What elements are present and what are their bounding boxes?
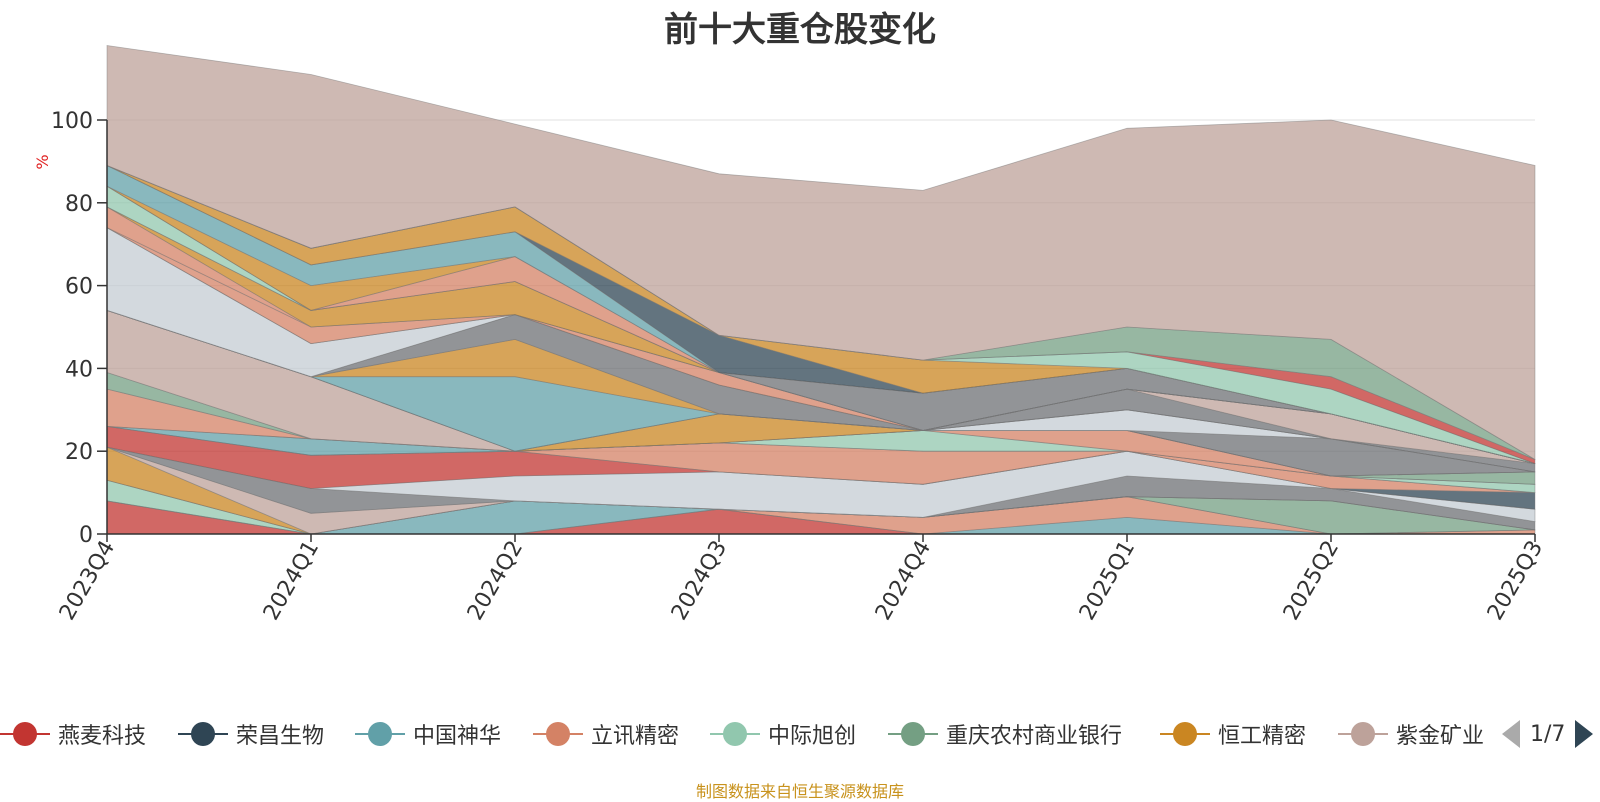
- legend-label: 重庆农村商业银行: [946, 724, 1123, 749]
- chart-title: 前十大重仓股变化: [664, 10, 936, 50]
- source-note: 制图数据来自恒生聚源数据库: [695, 782, 904, 801]
- x-tick-label: 2024Q3: [667, 537, 732, 625]
- legend-circle-icon: [1338, 721, 1388, 747]
- legend-label: 紫金矿业: [1396, 724, 1485, 749]
- y-tick-label: 40: [65, 357, 93, 382]
- legend-circle-icon: [355, 721, 405, 747]
- legend-pager: 1/7: [1500, 716, 1595, 752]
- area-series-40[interactable]: [106, 45, 1536, 461]
- legend-circle-icon: [710, 721, 760, 747]
- y-tick-label: 100: [51, 109, 93, 134]
- y-tick-label: 20: [65, 440, 93, 465]
- legend-label: 中国神华: [413, 724, 502, 749]
- legend-label: 中际旭创: [768, 724, 857, 749]
- x-tick-label: 2023Q4: [55, 537, 120, 625]
- y-tick-label: 0: [79, 523, 93, 548]
- legend-label: 恒工精密: [1218, 724, 1307, 749]
- legend-label: 燕麦科技: [58, 724, 147, 749]
- legend: 燕麦科技 荣昌生物 中国神华 立讯精密 中际旭创 重庆农村商业银行 恒工精密 紫金矿业: [0, 714, 1600, 754]
- legend-item[interactable]: 立讯精密: [533, 714, 679, 754]
- legend-item[interactable]: 重庆农村商业银行: [888, 714, 1122, 754]
- legend-circle-icon: [533, 721, 583, 747]
- legend-label: 立讯精密: [591, 724, 680, 749]
- legend-prev-icon[interactable]: [1500, 718, 1524, 750]
- y-tick-label: 60: [65, 275, 93, 300]
- legend-item[interactable]: 中际旭创: [710, 714, 856, 754]
- legend-circle-icon: [888, 721, 938, 747]
- legend-next-icon[interactable]: [1571, 718, 1595, 750]
- legend-circle-icon: [0, 721, 50, 747]
- legend-label: 荣昌生物: [236, 724, 325, 749]
- legend-page-indicator: 1/7: [1530, 721, 1566, 747]
- x-tick-label: 2024Q2: [463, 537, 528, 625]
- legend-item[interactable]: 燕麦科技: [0, 714, 146, 754]
- y-tick-label: 80: [65, 192, 93, 217]
- legend-item[interactable]: 紫金矿业: [1338, 714, 1484, 754]
- legend-item[interactable]: 荣昌生物: [178, 714, 324, 754]
- x-tick-label: 2025Q1: [1075, 537, 1140, 625]
- x-tick-label: 2025Q2: [1279, 537, 1344, 625]
- legend-circle-icon: [178, 721, 228, 747]
- legend-item[interactable]: 中国神华: [355, 714, 501, 754]
- x-tick-label: 2024Q4: [871, 537, 936, 625]
- legend-item[interactable]: 恒工精密: [1160, 714, 1306, 754]
- x-tick-label: 2024Q1: [259, 537, 324, 625]
- legend-circle-icon: [1160, 721, 1210, 747]
- x-tick-label: 2025Q3: [1483, 537, 1548, 625]
- y-axis-unit: %: [33, 154, 52, 169]
- area-layer: [106, 45, 1536, 535]
